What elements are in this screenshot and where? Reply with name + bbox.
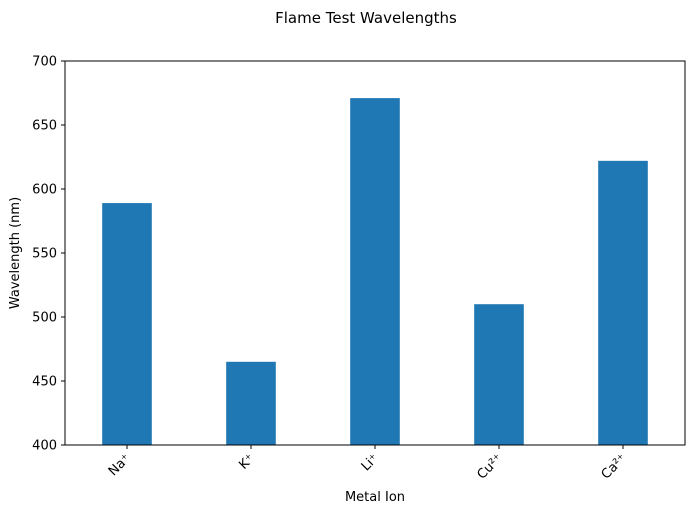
bar-1 <box>226 361 276 445</box>
bar-4 <box>598 160 648 445</box>
y-tick-label-6: 700 <box>32 55 57 70</box>
x-tick-label-3: Cu²⁺ <box>474 451 505 482</box>
y-tick-label-0: 400 <box>32 439 57 454</box>
chart-title: Flame Test Wavelengths <box>275 9 457 27</box>
bar-3 <box>474 304 524 445</box>
x-axis: Na⁺ K⁺ Li⁺ Cu²⁺ Ca²⁺ <box>106 445 630 483</box>
bars-group <box>102 98 648 446</box>
y-tick-label-2: 500 <box>32 311 57 326</box>
y-tick-label-1: 450 <box>32 375 57 390</box>
y-tick-label-5: 650 <box>32 119 57 134</box>
y-tick-label-4: 600 <box>32 183 57 198</box>
y-tick-label-3: 550 <box>32 247 57 262</box>
x-tick-label-0: Na⁺ <box>106 451 134 479</box>
x-axis-label: Metal Ion <box>345 490 405 505</box>
x-tick-label-4: Ca²⁺ <box>599 451 630 482</box>
x-tick-label-1: K⁺ <box>236 451 257 472</box>
y-axis-label: Wavelength (nm) <box>8 197 23 309</box>
bar-0 <box>102 203 152 445</box>
plot-frame <box>64 60 686 446</box>
x-tick-label-2: Li⁺ <box>359 451 382 474</box>
y-axis: 400 450 500 550 600 650 700 <box>32 55 65 454</box>
bar-2 <box>350 98 400 446</box>
